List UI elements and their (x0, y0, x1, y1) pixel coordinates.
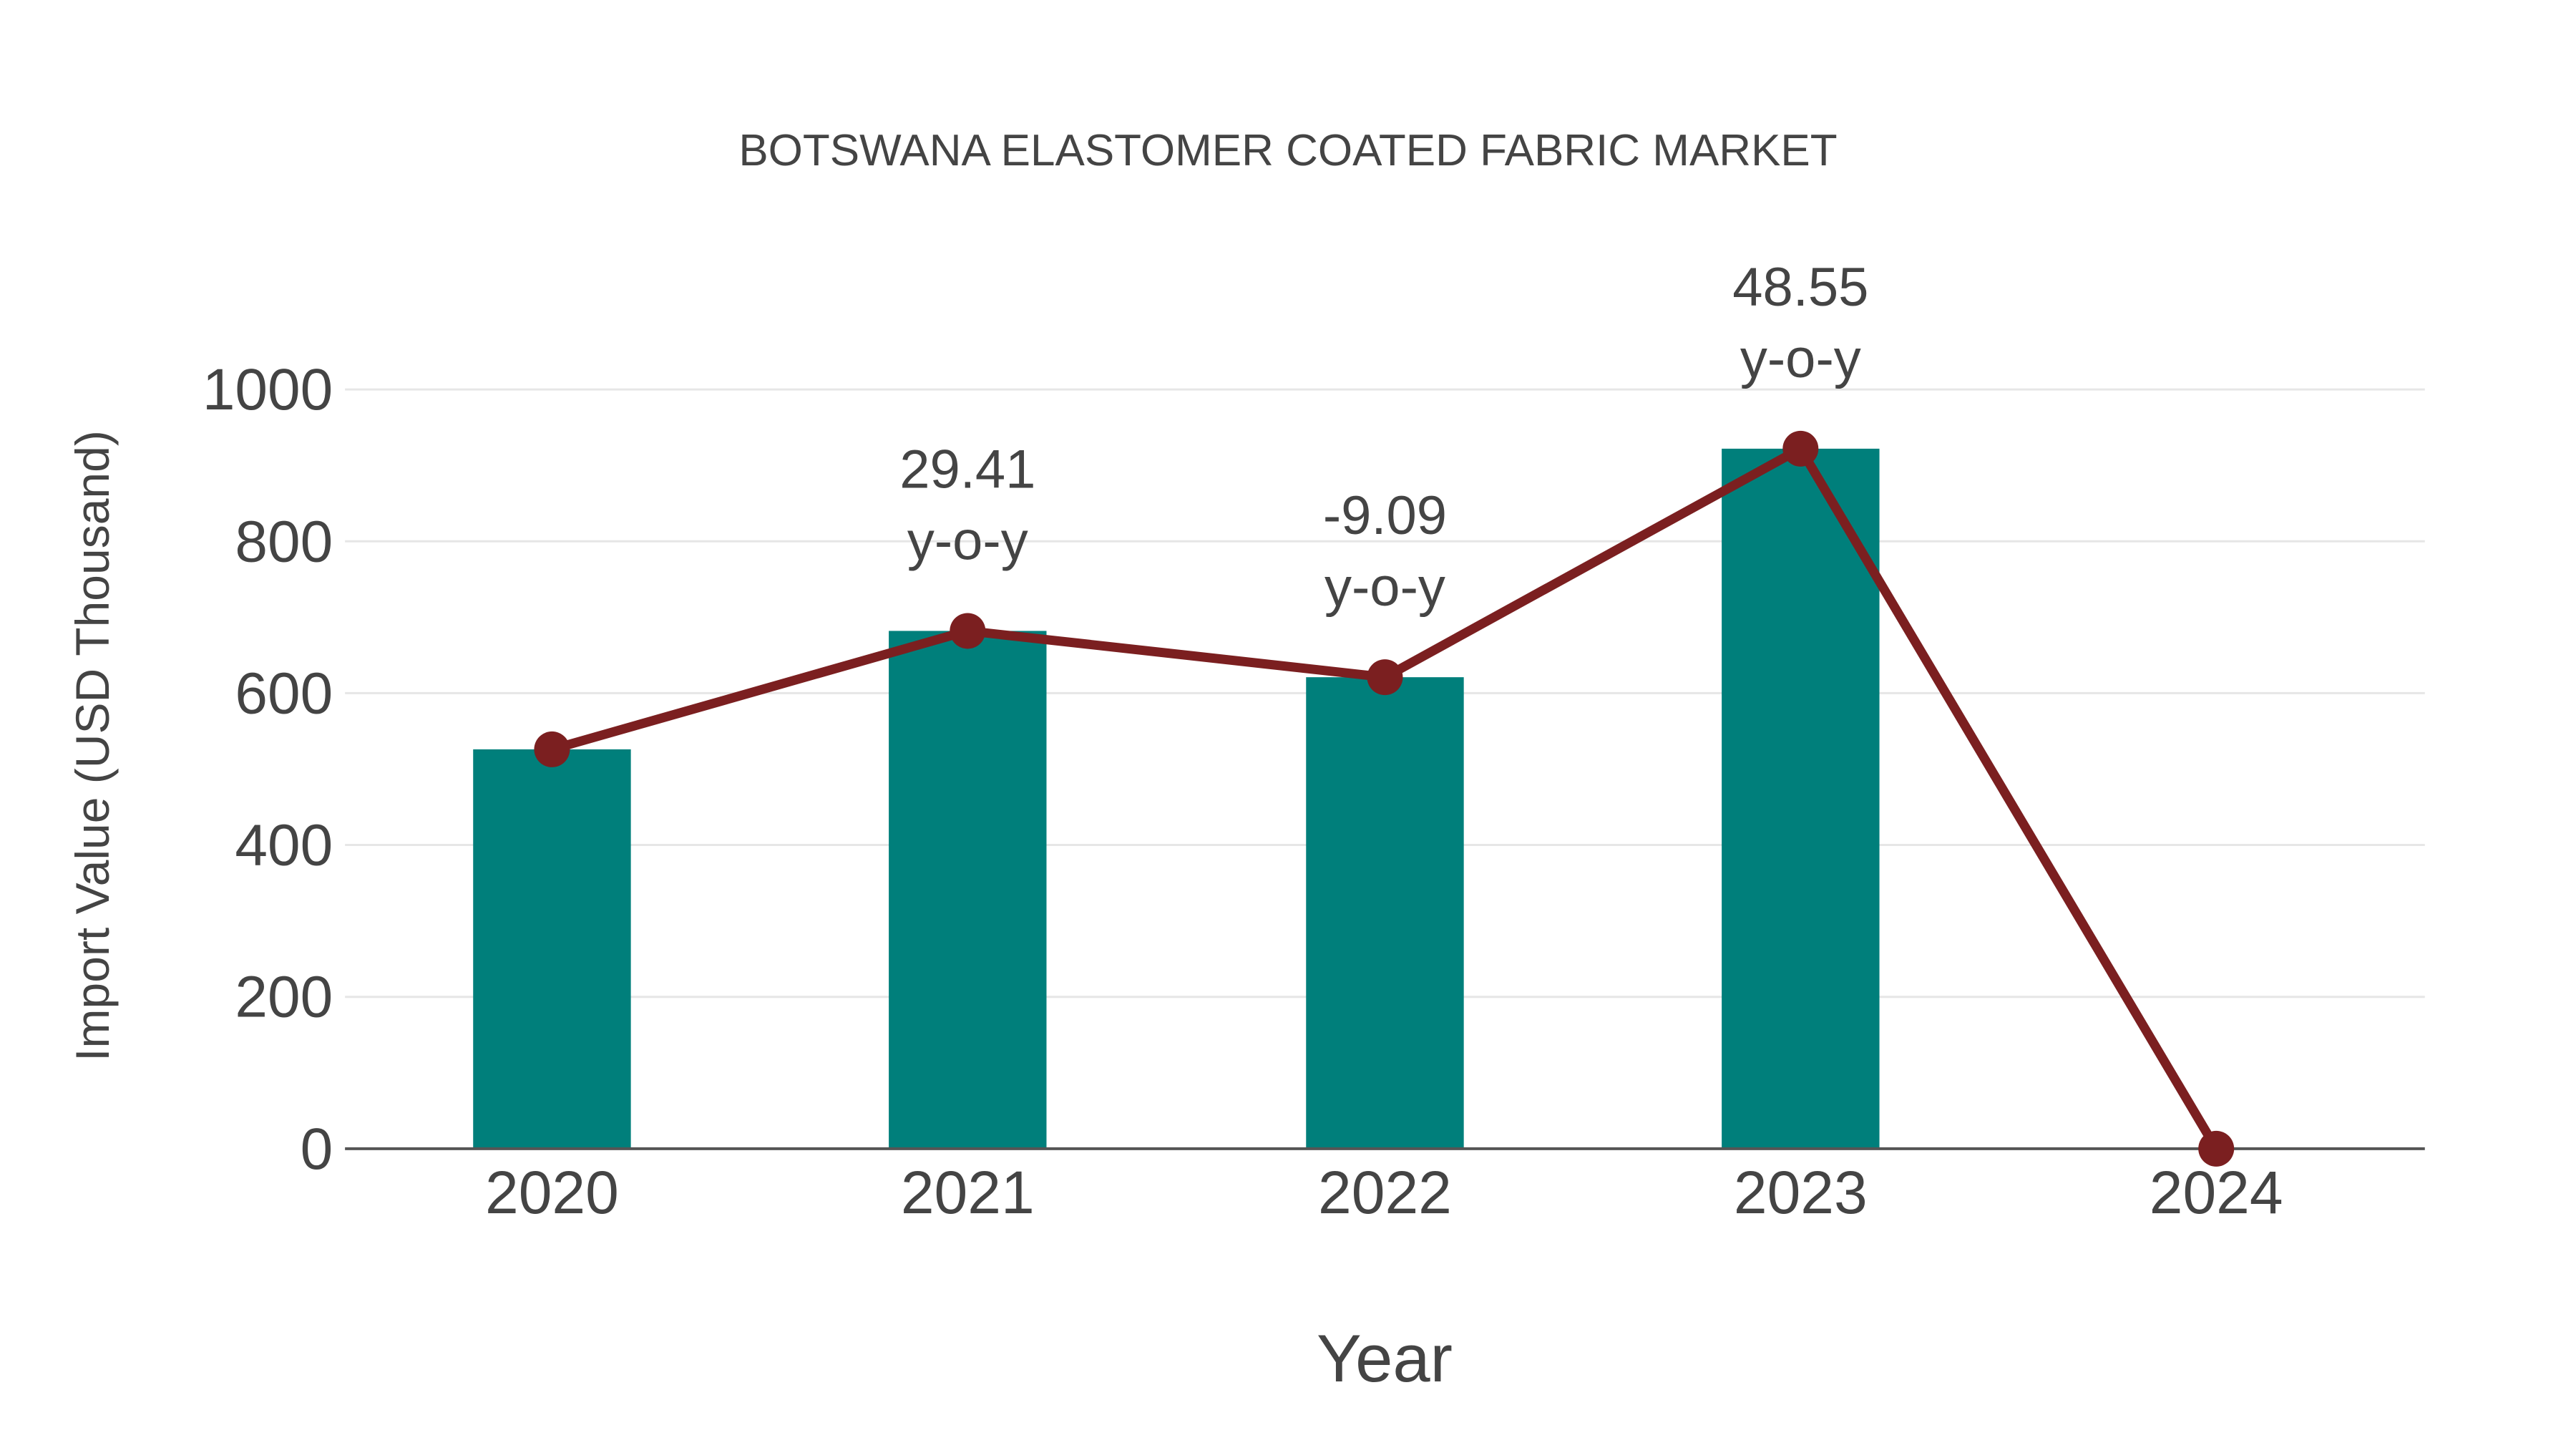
x-axis-ticks: 2020 2021 2022 2023 2024 (485, 1159, 2283, 1226)
trend-marker-2023 (1782, 430, 1819, 467)
yoy-value: 29.41 (899, 439, 1035, 500)
chart-title: BOTSWANA ELASTOMER COATED FABRIC MARKET (738, 126, 1837, 175)
bars (473, 448, 1880, 1149)
y-tick-label: 400 (235, 813, 333, 878)
x-tick-label: 2021 (901, 1159, 1035, 1226)
yoy-suffix: y-o-y (907, 510, 1028, 571)
yoy-value: 48.55 (1732, 257, 1868, 318)
y-tick-label: 200 (235, 965, 333, 1030)
yoy-annotations: 29.41 y-o-y -9.09 y-o-y 48.55 y-o-y (899, 257, 1868, 618)
bar-2020 (473, 749, 631, 1149)
x-tick-label: 2022 (1318, 1159, 1452, 1226)
bar-2022 (1306, 677, 1464, 1149)
y-tick-label: 0 (301, 1117, 333, 1182)
yoy-suffix: y-o-y (1324, 557, 1445, 618)
yoy-value: -9.09 (1323, 485, 1447, 546)
y-axis-label: Import Value (USD Thousand) (66, 430, 119, 1061)
x-tick-label: 2020 (485, 1159, 619, 1226)
yoy-suffix: y-o-y (1740, 329, 1861, 389)
x-axis-label: Year (1317, 1321, 1453, 1396)
trend-line (534, 430, 2235, 1167)
y-tick-label: 600 (235, 661, 333, 726)
y-tick-label: 800 (235, 509, 333, 574)
trend-marker-2021 (950, 613, 986, 649)
x-tick-label: 2024 (2150, 1159, 2283, 1226)
trend-marker-2020 (534, 731, 570, 767)
bar-2023 (1722, 448, 1880, 1149)
trend-marker-2024 (2198, 1130, 2235, 1167)
bar-2021 (889, 631, 1047, 1149)
x-tick-label: 2023 (1734, 1159, 1868, 1226)
y-tick-label: 1000 (203, 357, 333, 422)
y-axis-ticks: 0 200 400 600 800 1000 (203, 357, 333, 1182)
trend-marker-2022 (1367, 659, 1403, 696)
